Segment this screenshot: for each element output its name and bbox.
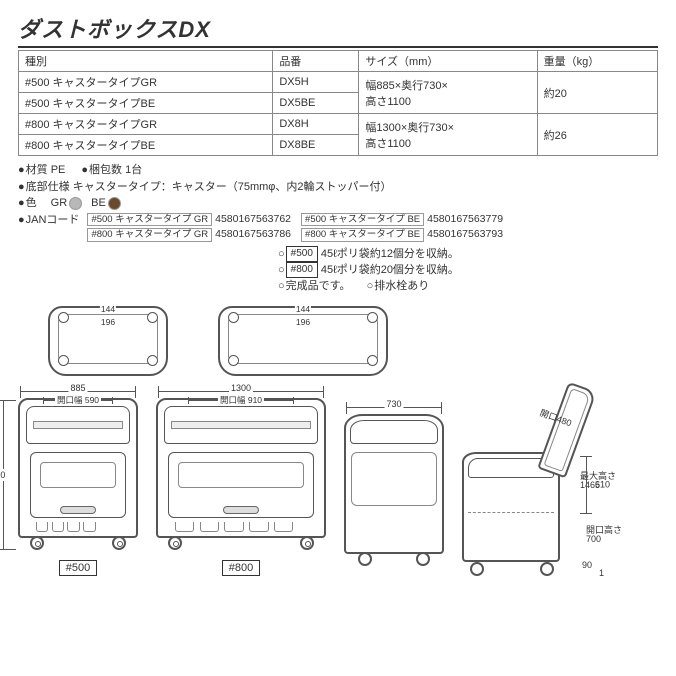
jan-value: 4580167563779 xyxy=(427,212,503,228)
dim-opening-500: 開口幅 590 xyxy=(43,397,113,404)
dim-one: 1 xyxy=(599,569,604,578)
caster-icon xyxy=(30,536,44,550)
obullet-icon xyxy=(278,264,286,276)
bottom-spec: 底部仕様 キャスタータイプ：キャスター（75mmφ、内2輪ストッパー付） xyxy=(18,179,392,196)
capacity-800-text: 45ℓポリ袋約20個分を収納。 xyxy=(321,264,459,276)
cell-code: DX5H xyxy=(273,72,359,93)
caster-icon xyxy=(112,536,126,550)
spec-row: #500 キャスタータイプGR DX5H 幅885×奥行730× 高さ1100 … xyxy=(19,72,658,93)
front-800-block: 1300 開口幅 910 #800 xyxy=(156,398,326,576)
col-type: 種別 xyxy=(19,51,273,72)
cell-type: #800 キャスタータイプGR xyxy=(19,114,273,135)
cell-weight: 約20 xyxy=(537,72,657,114)
caster-icon xyxy=(300,536,314,550)
jan-value: 4580167563786 xyxy=(215,227,291,243)
color-be-label: BE xyxy=(91,195,106,212)
dim-opening-800: 開口幅 910 xyxy=(188,397,294,404)
spec-header-row: 種別 品番 サイズ（mm） 重量（kg） xyxy=(19,51,658,72)
color-label: 色 xyxy=(18,195,37,212)
dim-inner-w: 144 xyxy=(295,305,311,314)
diagrams: 144 196 144 196 885 開口幅 590 1100 xyxy=(18,306,658,576)
model-label-800: #800 xyxy=(222,560,260,576)
caster-icon xyxy=(416,552,430,566)
swatch-gr-icon xyxy=(69,197,82,210)
cell-size: 幅1300×奥行730× 高さ1100 xyxy=(359,114,537,156)
details-block: 材質 PE 梱包数 1台 底部仕様 キャスタータイプ：キャスター（75mmφ、内… xyxy=(18,162,658,243)
cell-type: #800 キャスタータイプBE xyxy=(19,135,273,156)
jan-tag: #500 キャスタータイプ BE xyxy=(301,213,424,226)
dim-inner-h: 196 xyxy=(100,318,116,327)
col-size: サイズ（mm） xyxy=(359,51,537,72)
bottom-view-500: 144 196 xyxy=(48,306,168,376)
caster-icon xyxy=(540,562,554,576)
obullet-icon xyxy=(278,280,286,292)
main-views-row: 885 開口幅 590 1100 #500 1300 開口幅 910 xyxy=(18,386,658,576)
bottom-view-800: 144 196 xyxy=(218,306,388,376)
capacity-block: #50045ℓポリ袋約12個分を収納。 #80045ℓポリ袋約20個分を収納。 … xyxy=(278,246,658,294)
side-block: 730 xyxy=(344,414,444,554)
jan-tag: #800 キャスタータイプ BE xyxy=(301,228,424,241)
material: 材質 PE xyxy=(18,162,65,179)
dim-610: 610 xyxy=(580,456,592,514)
dim-depth: 730 xyxy=(346,402,442,414)
cell-type: #500 キャスタータイプGR xyxy=(19,72,273,93)
cell-size: 幅885×奥行730× 高さ1100 xyxy=(359,72,537,114)
packing: 梱包数 1台 xyxy=(81,162,142,179)
jan-tag: #500 キャスタータイプ GR xyxy=(87,213,212,226)
cell-weight: 約26 xyxy=(537,114,657,156)
dim-inner-w: 144 xyxy=(100,305,116,314)
cell-code: DX5BE xyxy=(273,93,359,114)
front-500-block: 885 開口幅 590 1100 #500 xyxy=(18,398,138,576)
jan-label: JANコード xyxy=(18,212,79,229)
dim-ground: 90 xyxy=(582,561,592,570)
front-view-800: 1300 開口幅 910 xyxy=(156,398,326,538)
model-label-500: #500 xyxy=(59,560,97,576)
caster-icon xyxy=(470,562,484,576)
capacity-tag-800: #800 xyxy=(286,262,318,278)
jan-tag: #800 キャスタータイプ GR xyxy=(87,228,212,241)
dim-height: 1100 xyxy=(0,400,16,550)
bottom-views-row: 144 196 144 196 xyxy=(48,306,658,376)
col-code: 品番 xyxy=(273,51,359,72)
col-weight: 重量（kg） xyxy=(537,51,657,72)
finished-text: 完成品です。 xyxy=(286,280,351,292)
color-gr-label: GR xyxy=(51,195,68,212)
drain-text: 排水栓あり xyxy=(374,280,429,292)
jan-value: 4580167563762 xyxy=(215,212,291,228)
jan-value: 4580167563793 xyxy=(427,227,503,243)
caster-icon xyxy=(168,536,182,550)
dim-open-height: 開口高さ 700 xyxy=(586,526,622,544)
capacity-500-text: 45ℓポリ袋約12個分を収納。 xyxy=(321,248,459,260)
cell-code: DX8H xyxy=(273,114,359,135)
caster-icon xyxy=(358,552,372,566)
side-view: 730 xyxy=(344,414,444,554)
swatch-be-icon xyxy=(108,197,121,210)
dim-inner-h: 196 xyxy=(295,318,311,327)
front-view-500: 885 開口幅 590 1100 xyxy=(18,398,138,538)
capacity-tag-500: #500 xyxy=(286,246,318,262)
product-title: ダストボックスDX xyxy=(18,12,658,48)
open-lid-view: 開口480 最大高さ 1465 610 開口高さ 700 90 1 xyxy=(462,386,574,576)
obullet-icon xyxy=(278,248,286,260)
cell-type: #500 キャスタータイプBE xyxy=(19,93,273,114)
cell-code: DX8BE xyxy=(273,135,359,156)
spec-row: #800 キャスタータイプGR DX8H 幅1300×奥行730× 高さ1100… xyxy=(19,114,658,135)
spec-table: 種別 品番 サイズ（mm） 重量（kg） #500 キャスタータイプGR DX5… xyxy=(18,50,658,156)
